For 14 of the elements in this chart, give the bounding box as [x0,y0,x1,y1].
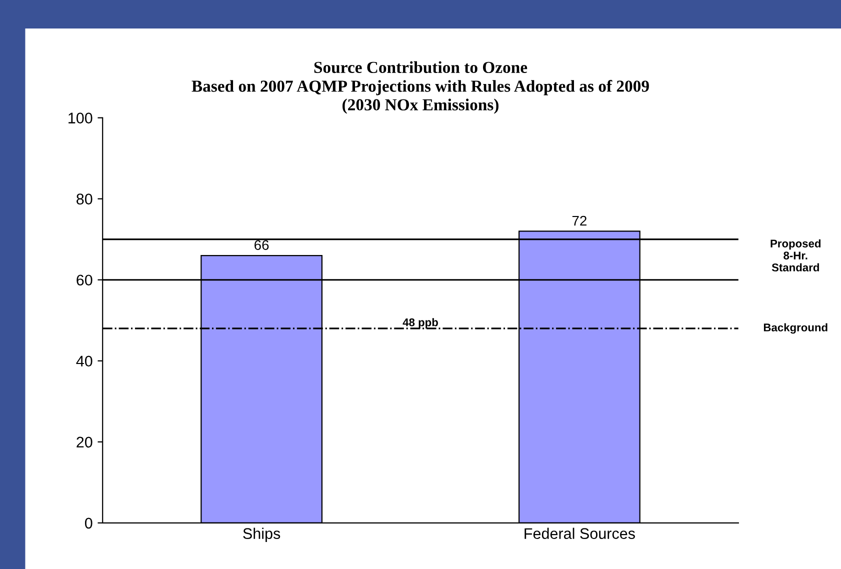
y-tick-label: 40 [76,356,92,367]
ref-line-label: Proposed 8-Hr. Standard [770,239,821,272]
data-label: 66 [254,240,269,250]
y-tick-label: 20 [76,436,92,448]
x-tick-label: Ships [243,528,280,542]
ref-line-label: Background [764,323,828,334]
chart-title: Source Contribution to Ozone Based on 2007 AQMP Projections with Rules Adopted as of 2009 (2030 NOx Emissions) [192,61,649,114]
y-tick-label: 80 [76,194,92,204]
y-tick-label: 0 [84,518,92,529]
y-tick-label: 100 [68,112,92,124]
y-tick-label: 60 [76,274,92,286]
x-tick-label: Federal Sources [524,528,635,539]
annotation: 48 ppb [402,318,438,328]
data-label: 72 [572,216,586,226]
